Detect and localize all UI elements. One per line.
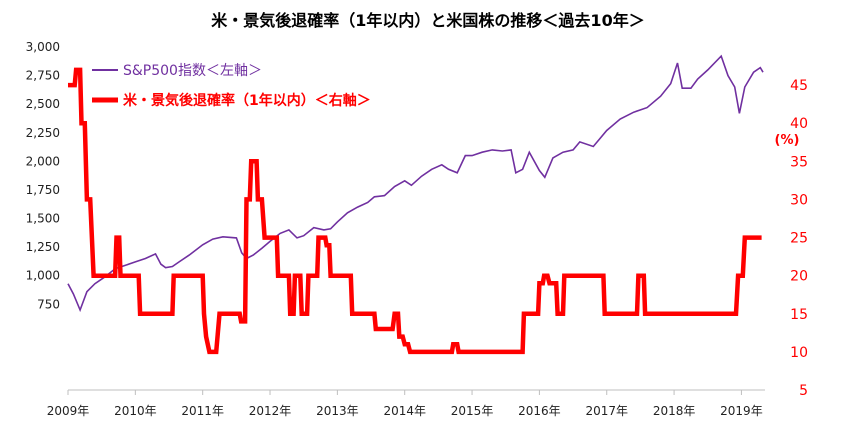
left-tick-label: 1,500: [26, 212, 60, 226]
right-tick-label: 5: [799, 383, 808, 399]
chart-title: 米・景気後退確率（1年以内）と米国株の推移＜過去10年＞: [211, 11, 644, 30]
left-tick-label: 2,250: [26, 126, 60, 140]
x-tick-label: 2013年: [316, 404, 359, 418]
left-tick-label: 750: [37, 297, 60, 311]
x-tick-label: 2019年: [720, 404, 763, 418]
left-y-axis: 3,000 2,750 2,500 2,250 2,000 1,750 1,500 1,250…: [26, 40, 60, 311]
series-line-sp500: [67, 54, 764, 313]
legend-label-recession: 米・景気後退確率（1年以内）＜右軸＞: [123, 92, 371, 109]
left-tick-label: 2,500: [26, 97, 60, 111]
x-tick-label: 2014年: [383, 404, 426, 418]
series-line-recession-probability: [68, 67, 762, 355]
series-layer: [67, 54, 764, 355]
x-tick-label: 2009年: [47, 404, 90, 418]
right-axis-unit: (%): [775, 133, 800, 148]
x-tick-label: 2015年: [451, 404, 494, 418]
right-y-axis: (%) 45 40 35 30 25 20 15 10 5: [775, 78, 808, 399]
right-tick-label: 40: [790, 116, 808, 132]
right-tick-label: 25: [790, 231, 808, 247]
right-tick-label: 20: [790, 269, 808, 285]
x-tick-label: 2011年: [181, 404, 224, 418]
left-tick-label: 2,000: [26, 154, 60, 168]
x-tick-label: 2018年: [653, 404, 696, 418]
left-tick-label: 1,000: [26, 269, 60, 283]
left-tick-label: 2,750: [26, 69, 60, 83]
x-tick-label: 2012年: [249, 404, 292, 418]
right-tick-label: 45: [790, 78, 808, 94]
right-tick-label: 30: [790, 192, 808, 208]
right-tick-label: 15: [790, 307, 808, 323]
x-tick-label: 2010年: [114, 404, 157, 418]
x-tick-label: 2016年: [518, 404, 561, 418]
right-tick-label: 10: [790, 345, 808, 361]
x-axis: 2009年 2010年 2011年 2012年 2013年 2014年 2015年 2016年…: [47, 389, 765, 418]
right-tick-label: 35: [790, 154, 808, 170]
x-tick-label: 2017年: [585, 404, 628, 418]
legend-label-sp500: S&P500指数＜左軸＞: [123, 63, 262, 79]
left-tick-label: 1,750: [26, 183, 60, 197]
left-tick-label: 3,000: [26, 40, 60, 54]
legend: S&P500指数＜左軸＞ 米・景気後退確率（1年以内）＜右軸＞: [92, 63, 371, 109]
left-tick-label: 1,250: [26, 240, 60, 254]
